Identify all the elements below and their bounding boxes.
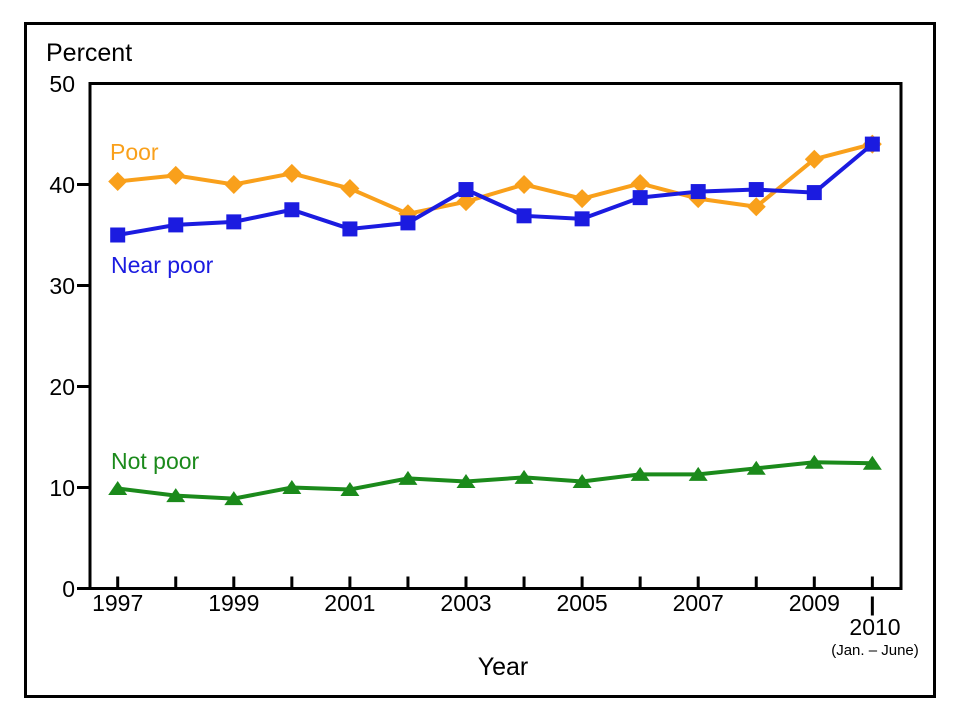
series-label-near-poor: Near poor: [111, 252, 214, 278]
near-poor-square-marker: [226, 214, 242, 230]
x-tick-label: 2009: [788, 590, 840, 616]
y-tick-label: 0: [62, 575, 75, 602]
x-tick-label: 2005: [556, 590, 608, 616]
near-poor-line: [117, 142, 874, 237]
near-poor-square-marker: [400, 215, 416, 231]
poor-diamond-marker: [282, 163, 302, 183]
near-poor-square-marker: [168, 217, 184, 233]
poor-diamond-marker: [166, 165, 186, 185]
y-axis-title: Percent: [46, 39, 133, 67]
near-poor-square-marker: [864, 136, 880, 152]
near-poor-square-marker: [110, 227, 126, 243]
not-poor-triangle-marker: [224, 491, 244, 506]
poor-diamond-marker: [746, 197, 766, 217]
y-tick-label: 30: [49, 272, 75, 299]
not-poor-triangle-marker: [456, 473, 476, 488]
y-tick-label: 20: [49, 373, 75, 400]
not-poor-triangle-marker: [282, 480, 302, 494]
not-poor-triangle-marker: [862, 455, 882, 470]
not-poor-triangle-marker: [572, 473, 592, 488]
x-tick-label: 2003: [440, 590, 492, 616]
near-poor-square-marker: [574, 211, 590, 227]
near-poor-square-marker: [458, 182, 474, 198]
series-label-poor: Poor: [110, 139, 159, 165]
y-tick-label: 50: [49, 70, 75, 97]
poor-diamond-marker: [572, 189, 592, 209]
not-poor-triangle-marker: [630, 466, 650, 481]
x-tick-label: 1997: [92, 590, 144, 616]
near-poor-square-marker: [806, 185, 822, 201]
x-tick-label: 2001: [324, 590, 376, 616]
poor-diamond-marker: [630, 173, 650, 193]
x-tick-note-jan-june: (Jan. – June): [831, 642, 919, 659]
poor-diamond-marker: [514, 175, 534, 194]
poor-line: [117, 142, 873, 216]
poor-diamond-marker: [804, 149, 824, 169]
near-poor-square-marker: [690, 184, 706, 200]
x-tick-label: 1999: [208, 590, 260, 616]
y-tick-label: 10: [49, 474, 75, 501]
y-tick-label: 40: [49, 171, 75, 198]
series-label-not-poor: Not poor: [111, 448, 200, 474]
figure-border: [24, 22, 936, 698]
x-tick-label: 2007: [672, 590, 724, 616]
plot-border: [88, 82, 903, 590]
not-poor-triangle-marker: [688, 466, 708, 481]
near-poor-square-marker: [516, 208, 532, 224]
near-poor-square-marker: [342, 221, 358, 237]
not-poor-triangle-marker: [108, 481, 128, 496]
not-poor-triangle-marker: [166, 488, 186, 503]
x-tick-label-2010: 2010: [849, 614, 901, 640]
near-poor-square-marker: [284, 202, 300, 218]
not-poor-triangle-marker: [746, 460, 766, 475]
not-poor-triangle-marker: [804, 454, 824, 469]
x-axis-title: Year: [477, 653, 529, 681]
not-poor-triangle-marker: [340, 482, 360, 497]
near-poor-square-marker: [632, 190, 648, 206]
not-poor-triangle-marker: [398, 470, 418, 485]
not-poor-line: [117, 460, 873, 501]
poor-diamond-marker: [224, 175, 244, 194]
near-poor-square-marker: [748, 182, 764, 198]
poor-diamond-marker: [108, 171, 128, 191]
not-poor-triangle-marker: [514, 469, 534, 484]
poor-diamond-marker: [340, 179, 360, 199]
